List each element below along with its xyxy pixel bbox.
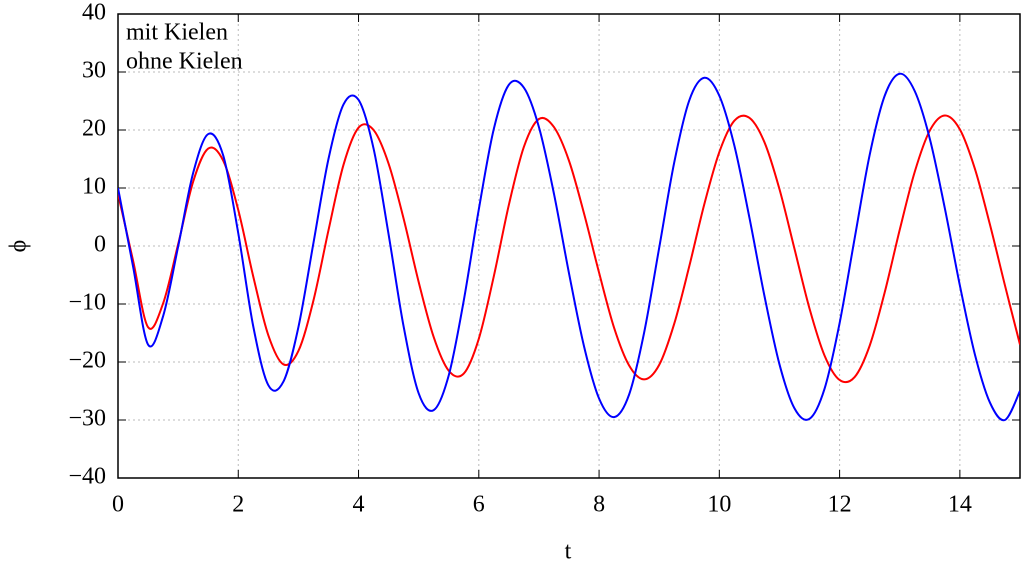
y-tick-label: 30 <box>82 58 106 84</box>
y-tick-label: 20 <box>82 116 106 142</box>
x-tick-label: 2 <box>232 492 244 518</box>
x-tick-label: 14 <box>948 492 972 518</box>
x-tick-label: 10 <box>707 492 731 518</box>
y-tick-label: −40 <box>68 464 106 490</box>
x-tick-label: 4 <box>353 492 365 518</box>
y-tick-label: −30 <box>68 406 106 432</box>
legend-label: mit Kielen <box>126 20 228 46</box>
y-tick-label: 40 <box>82 0 106 26</box>
x-tick-label: 6 <box>473 492 485 518</box>
x-axis-label: t <box>565 539 572 565</box>
y-tick-label: 0 <box>94 232 106 258</box>
y-tick-label: −20 <box>68 348 106 374</box>
y-tick-label: −10 <box>68 290 106 316</box>
series-line <box>118 114 1020 384</box>
x-tick-label: 8 <box>593 492 605 518</box>
legend-label: ohne Kielen <box>126 49 243 75</box>
plot-frame <box>117 13 1021 479</box>
y-axis-label: ϕ <box>6 240 32 253</box>
x-tick-label: 0 <box>112 492 124 518</box>
y-tick-label: 10 <box>82 174 106 200</box>
series-line <box>118 72 1020 422</box>
x-tick-label: 12 <box>828 492 852 518</box>
